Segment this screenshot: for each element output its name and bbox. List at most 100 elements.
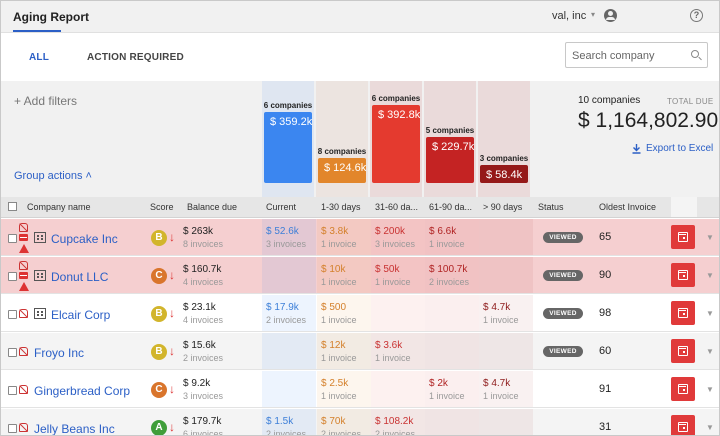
bell-off-icon[interactable]: [19, 385, 28, 394]
row-checkbox[interactable]: [8, 272, 17, 281]
bucket-amount-d61_90[interactable]: $ 2k: [429, 378, 448, 389]
bell-off-icon[interactable]: [19, 347, 28, 356]
bucket-amount-d31_60[interactable]: $ 3.6k: [375, 340, 403, 351]
account-switcher[interactable]: val, inc: [552, 10, 587, 22]
schedule-button[interactable]: [671, 415, 695, 435]
score-badge: B: [151, 344, 167, 360]
chevron-down-icon[interactable]: ▼: [706, 423, 714, 432]
aging-bucket-d90p[interactable]: 3 companies $ 58.4k: [478, 81, 530, 197]
schedule-button[interactable]: [671, 377, 695, 401]
chevron-down-icon[interactable]: ▾: [591, 10, 596, 19]
column-61-90-days[interactable]: 61-90 da...: [429, 202, 473, 212]
bucket-amount-d1_30[interactable]: $ 3.8k: [321, 226, 349, 237]
column-1-30-days[interactable]: 1-30 days: [321, 202, 361, 212]
bucket-amount-d1_30[interactable]: $ 70k: [321, 416, 346, 427]
aging-bucket-d1_30[interactable]: 8 companies $ 124.6k: [316, 81, 368, 197]
aging-bucket-d61_90[interactable]: 5 companies $ 229.7k: [424, 81, 476, 197]
balance-invoice-count: 4 invoices: [183, 315, 224, 325]
chevron-down-icon[interactable]: ▼: [706, 347, 714, 356]
table-row[interactable]: Elcair Corp B ↓ $ 23.1k 4 invoices $ 17.9k 2 i…: [1, 295, 719, 332]
schedule-button[interactable]: [671, 225, 695, 249]
tab-all[interactable]: ALL: [29, 52, 50, 63]
bucket-bar[interactable]: $ 359.2k: [264, 112, 312, 183]
bell-off-icon[interactable]: [19, 309, 28, 318]
user-avatar-icon[interactable]: [604, 9, 617, 22]
bucket-amount-d90p[interactable]: $ 4.7k: [483, 302, 511, 313]
balance-due: $ 263k: [183, 226, 214, 237]
search-icon[interactable]: [691, 50, 699, 58]
tab-action-required[interactable]: ACTION REQUIRED: [87, 52, 184, 63]
column-current[interactable]: Current: [266, 202, 297, 212]
bell-off-icon[interactable]: [19, 423, 28, 432]
row-checkbox[interactable]: [8, 234, 17, 243]
bucket-bar[interactable]: $ 392.8k: [372, 105, 420, 183]
bucket-amount-d1_30[interactable]: $ 12k: [321, 340, 346, 351]
company-name-link[interactable]: Cupcake Inc: [51, 232, 118, 246]
bucket-amount-d1_30[interactable]: $ 10k: [321, 264, 346, 275]
aging-bucket-current[interactable]: 6 companies $ 359.2k: [262, 81, 314, 197]
row-checkbox[interactable]: [8, 386, 17, 395]
export-to-excel-link[interactable]: Export to Excel: [646, 143, 714, 154]
bucket-amount-current[interactable]: $ 17.9k: [266, 302, 299, 313]
chevron-down-icon[interactable]: ▼: [706, 309, 714, 318]
bucket-amount-current[interactable]: $ 1.5k: [266, 416, 294, 427]
bucket-amount-current[interactable]: $ 52.6k: [266, 226, 299, 237]
chevron-down-icon[interactable]: ▼: [706, 233, 714, 242]
bucket-amount-d90p[interactable]: $ 4.7k: [483, 378, 511, 389]
column-balance[interactable]: Balance due: [187, 202, 238, 212]
bucket-amount-d61_90[interactable]: $ 100.7k: [429, 264, 468, 275]
column-score[interactable]: Score: [150, 202, 174, 212]
help-icon[interactable]: ?: [690, 9, 703, 22]
download-icon[interactable]: [632, 144, 641, 154]
row-checkbox[interactable]: [8, 310, 17, 319]
search-box[interactable]: [565, 42, 708, 68]
add-filters-button[interactable]: + Add filters: [14, 94, 78, 108]
chevron-down-icon[interactable]: ▼: [706, 271, 714, 280]
bucket-amount-d61_90[interactable]: $ 6.6k: [429, 226, 457, 237]
oldest-invoice-days: 91: [599, 383, 612, 395]
table-row[interactable]: Donut LLC C ↓ $ 160.7k 4 invoices $ 10k 1 invo…: [1, 257, 719, 294]
bucket-amount-d31_60[interactable]: $ 50k: [375, 264, 400, 275]
bucket-bar[interactable]: $ 229.7k: [426, 137, 474, 183]
company-name-link[interactable]: Froyo Inc: [34, 346, 85, 360]
select-all-checkbox[interactable]: [8, 202, 17, 211]
group-actions-button[interactable]: Group actions ˄: [14, 170, 92, 182]
bucket-invoice-count-d61_90: 1 invoice: [429, 239, 465, 249]
bucket-bar[interactable]: $ 124.6k: [318, 158, 366, 183]
column-over-90-days[interactable]: > 90 days: [483, 202, 523, 212]
table-row[interactable]: Froyo Inc B ↓ $ 15.6k 2 invoices $ 12k 1 invoi…: [1, 333, 719, 370]
bucket-amount-d31_60[interactable]: $ 108.2k: [375, 416, 414, 427]
score-down-arrow-icon: ↓: [169, 268, 175, 282]
balance-due: $ 23.1k: [183, 302, 216, 313]
table-row[interactable]: Cupcake Inc B ↓ $ 263k 8 invoices $ 52.6k 3 in…: [1, 219, 719, 256]
aging-bucket-d31_60[interactable]: 6 companies $ 392.8k: [370, 81, 422, 197]
bucket-invoice-count-d90p: 1 invoice: [483, 391, 519, 401]
row-checkbox[interactable]: [8, 348, 17, 357]
bucket-amount-d1_30[interactable]: $ 500: [321, 302, 347, 313]
column-31-60-days[interactable]: 31-60 da...: [375, 202, 419, 212]
chevron-down-icon[interactable]: ▼: [706, 385, 714, 394]
bell-off-icon[interactable]: [19, 223, 28, 232]
column-oldest-invoice[interactable]: Oldest Invoice: [599, 202, 657, 212]
company-name-link[interactable]: Elcair Corp: [51, 308, 111, 322]
bell-off-icon[interactable]: [19, 261, 28, 270]
table-row[interactable]: Gingerbread Corp C ↓ $ 9.2k 3 invoices $ 2.5k…: [1, 371, 719, 408]
row-checkbox[interactable]: [8, 424, 17, 433]
column-company[interactable]: Company name: [27, 202, 91, 212]
bucket-column-shade: [479, 333, 533, 369]
company-name-link[interactable]: Donut LLC: [51, 270, 109, 284]
company-name-link[interactable]: Jelly Beans Inc: [34, 422, 115, 436]
bucket-column-shade: [317, 219, 371, 255]
table-row[interactable]: Jelly Beans Inc A ↓ $ 179.7k 6 invoices $ 1.5…: [1, 409, 719, 436]
bucket-amount-d31_60[interactable]: $ 200k: [375, 226, 406, 237]
schedule-button[interactable]: [671, 301, 695, 325]
schedule-button[interactable]: [671, 339, 695, 363]
bucket-bar[interactable]: $ 58.4k: [480, 165, 528, 183]
status-badge: VIEWED: [543, 308, 583, 319]
search-input[interactable]: [572, 48, 688, 63]
column-status[interactable]: Status: [538, 202, 564, 212]
bucket-amount-d1_30[interactable]: $ 2.5k: [321, 378, 349, 389]
schedule-button[interactable]: [671, 263, 695, 287]
bucket-invoice-count-d90p: 1 invoice: [483, 315, 519, 325]
company-name-link[interactable]: Gingerbread Corp: [34, 384, 131, 398]
